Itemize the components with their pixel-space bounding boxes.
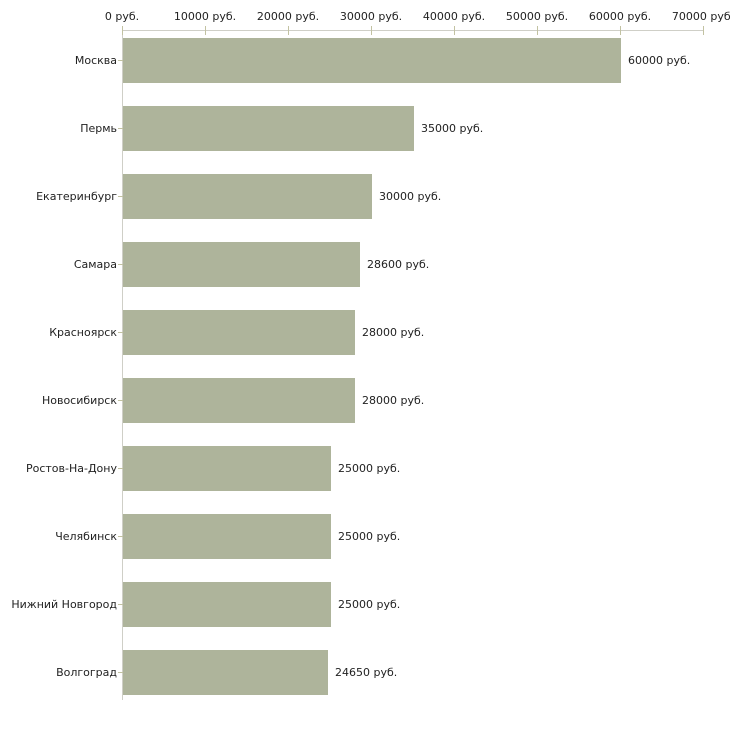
value-label: 28000 руб.: [362, 326, 425, 339]
y-tick-mark: [118, 332, 123, 333]
x-tick-label: 10000 руб.: [173, 10, 237, 23]
value-label: 25000 руб.: [338, 462, 401, 475]
value-label: 25000 руб.: [338, 530, 401, 543]
value-label: 24650 руб.: [335, 666, 398, 679]
category-label: Нижний Новгород: [11, 598, 117, 611]
category-label: Новосибирск: [41, 394, 117, 407]
x-axis-line: [122, 30, 704, 31]
x-tick-label: 20000 руб.: [256, 10, 320, 23]
x-tick-mark: [537, 26, 538, 35]
y-tick-mark: [118, 400, 123, 401]
x-tick-mark: [205, 26, 206, 35]
category-label: Самара: [73, 258, 117, 271]
bar-10: [123, 650, 328, 695]
value-label: 28000 руб.: [362, 394, 425, 407]
bar-4: [123, 242, 360, 287]
bar-7: [123, 446, 331, 491]
value-label: 25000 руб.: [338, 598, 401, 611]
bar-8: [123, 514, 331, 559]
bar-3: [123, 174, 372, 219]
category-label: Екатеринбург: [36, 190, 117, 203]
y-tick-mark: [118, 604, 123, 605]
x-tick-label: 40000 руб.: [422, 10, 486, 23]
bar-5: [123, 310, 355, 355]
value-label: 28600 руб.: [367, 258, 430, 271]
bar-1: [123, 38, 621, 83]
y-axis-line: [122, 30, 123, 700]
value-label: 60000 руб.: [628, 54, 691, 67]
bar-6: [123, 378, 355, 423]
value-label: 35000 руб.: [421, 122, 484, 135]
category-label: Пермь: [80, 122, 117, 135]
category-label: Красноярск: [49, 326, 117, 339]
x-tick-label: 0 руб.: [104, 10, 140, 23]
bar-2: [123, 106, 414, 151]
category-label: Челябинск: [55, 530, 117, 543]
value-label: 30000 руб.: [379, 190, 442, 203]
y-tick-mark: [118, 196, 123, 197]
x-tick-mark: [122, 26, 123, 35]
y-tick-mark: [118, 60, 123, 61]
x-tick-label: 70000 руб.: [671, 10, 730, 23]
y-tick-mark: [118, 264, 123, 265]
y-tick-mark: [118, 468, 123, 469]
y-tick-mark: [118, 536, 123, 537]
x-tick-label: 60000 руб.: [588, 10, 652, 23]
category-label: Москва: [74, 54, 117, 67]
x-tick-mark: [288, 26, 289, 35]
y-tick-mark: [118, 672, 123, 673]
x-tick-mark: [371, 26, 372, 35]
y-tick-mark: [118, 128, 123, 129]
category-label: Ростов-На-Дону: [25, 462, 117, 475]
x-tick-label: 30000 руб.: [339, 10, 403, 23]
x-tick-mark: [454, 26, 455, 35]
bar-9: [123, 582, 331, 627]
category-label: Волгоград: [56, 666, 117, 679]
x-tick-label: 50000 руб.: [505, 10, 569, 23]
x-tick-mark: [703, 26, 704, 35]
x-tick-mark: [620, 26, 621, 35]
